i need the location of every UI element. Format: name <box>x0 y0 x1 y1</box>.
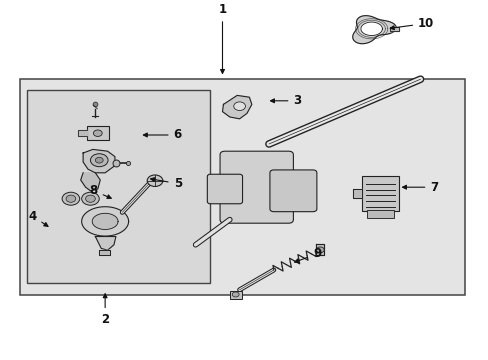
FancyBboxPatch shape <box>269 170 316 212</box>
FancyBboxPatch shape <box>220 151 293 223</box>
Circle shape <box>232 292 239 297</box>
Polygon shape <box>360 22 382 36</box>
FancyBboxPatch shape <box>207 174 242 204</box>
Circle shape <box>147 175 163 186</box>
Text: 2: 2 <box>101 294 109 326</box>
Polygon shape <box>352 189 361 198</box>
Text: 1: 1 <box>218 3 226 73</box>
Circle shape <box>316 247 324 253</box>
Circle shape <box>233 102 245 111</box>
Polygon shape <box>83 149 115 173</box>
Text: 9: 9 <box>294 247 321 262</box>
Circle shape <box>85 195 95 202</box>
Circle shape <box>81 192 99 205</box>
Polygon shape <box>78 130 87 136</box>
Text: 8: 8 <box>89 184 111 198</box>
Bar <box>229 291 241 299</box>
Text: 5: 5 <box>150 177 182 190</box>
Polygon shape <box>81 173 100 191</box>
Polygon shape <box>81 207 128 236</box>
Text: 3: 3 <box>270 94 301 107</box>
Polygon shape <box>95 237 116 250</box>
Text: 10: 10 <box>389 17 433 30</box>
Polygon shape <box>92 213 118 229</box>
Bar <box>87 126 108 140</box>
Bar <box>366 210 393 218</box>
Circle shape <box>62 192 80 205</box>
Circle shape <box>66 195 76 202</box>
Polygon shape <box>222 95 251 119</box>
Text: 6: 6 <box>143 129 182 141</box>
Polygon shape <box>389 27 398 31</box>
Polygon shape <box>99 250 110 255</box>
Bar <box>361 176 398 211</box>
Circle shape <box>93 130 102 136</box>
Circle shape <box>90 154 108 167</box>
Polygon shape <box>316 244 324 255</box>
Circle shape <box>95 157 103 163</box>
Text: 4: 4 <box>28 210 48 226</box>
Bar <box>20 79 464 295</box>
Bar <box>27 90 210 283</box>
Text: 7: 7 <box>402 181 438 194</box>
Polygon shape <box>352 15 395 44</box>
